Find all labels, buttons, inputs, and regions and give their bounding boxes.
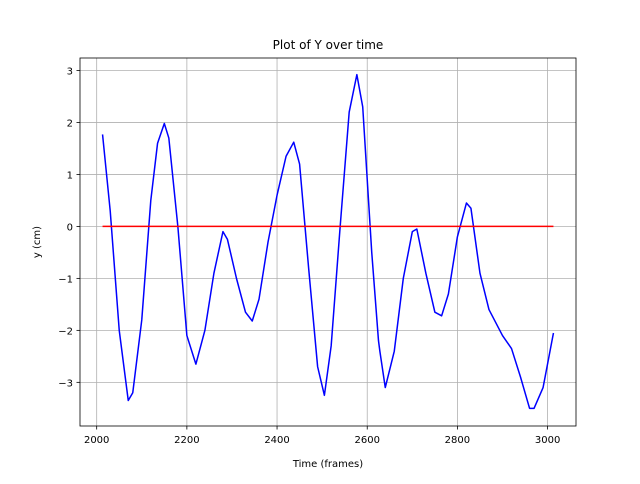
y-tick-label: −3 xyxy=(58,378,73,389)
y-tick-label: 2 xyxy=(67,118,73,129)
x-tick-label: 2600 xyxy=(355,435,380,446)
x-tick-label: 2000 xyxy=(84,435,109,446)
x-tick-label: 2400 xyxy=(264,435,289,446)
chart-title: Plot of Y over time xyxy=(273,38,384,52)
y-tick-label: 0 xyxy=(67,222,73,233)
x-tick-label: 2200 xyxy=(174,435,199,446)
y-axis-label: y (cm) xyxy=(32,226,43,258)
y-tick-label: 3 xyxy=(67,66,73,77)
x-axis-label: Time (frames) xyxy=(292,459,363,470)
plot-frame xyxy=(79,57,577,427)
x-tick-label: 3000 xyxy=(535,435,560,446)
data-line xyxy=(101,73,555,410)
y-tick-label: 1 xyxy=(67,170,73,181)
x-tick-label: 2800 xyxy=(445,435,470,446)
y-tick-label: −2 xyxy=(58,326,73,337)
y-tick-label: −1 xyxy=(58,274,73,285)
